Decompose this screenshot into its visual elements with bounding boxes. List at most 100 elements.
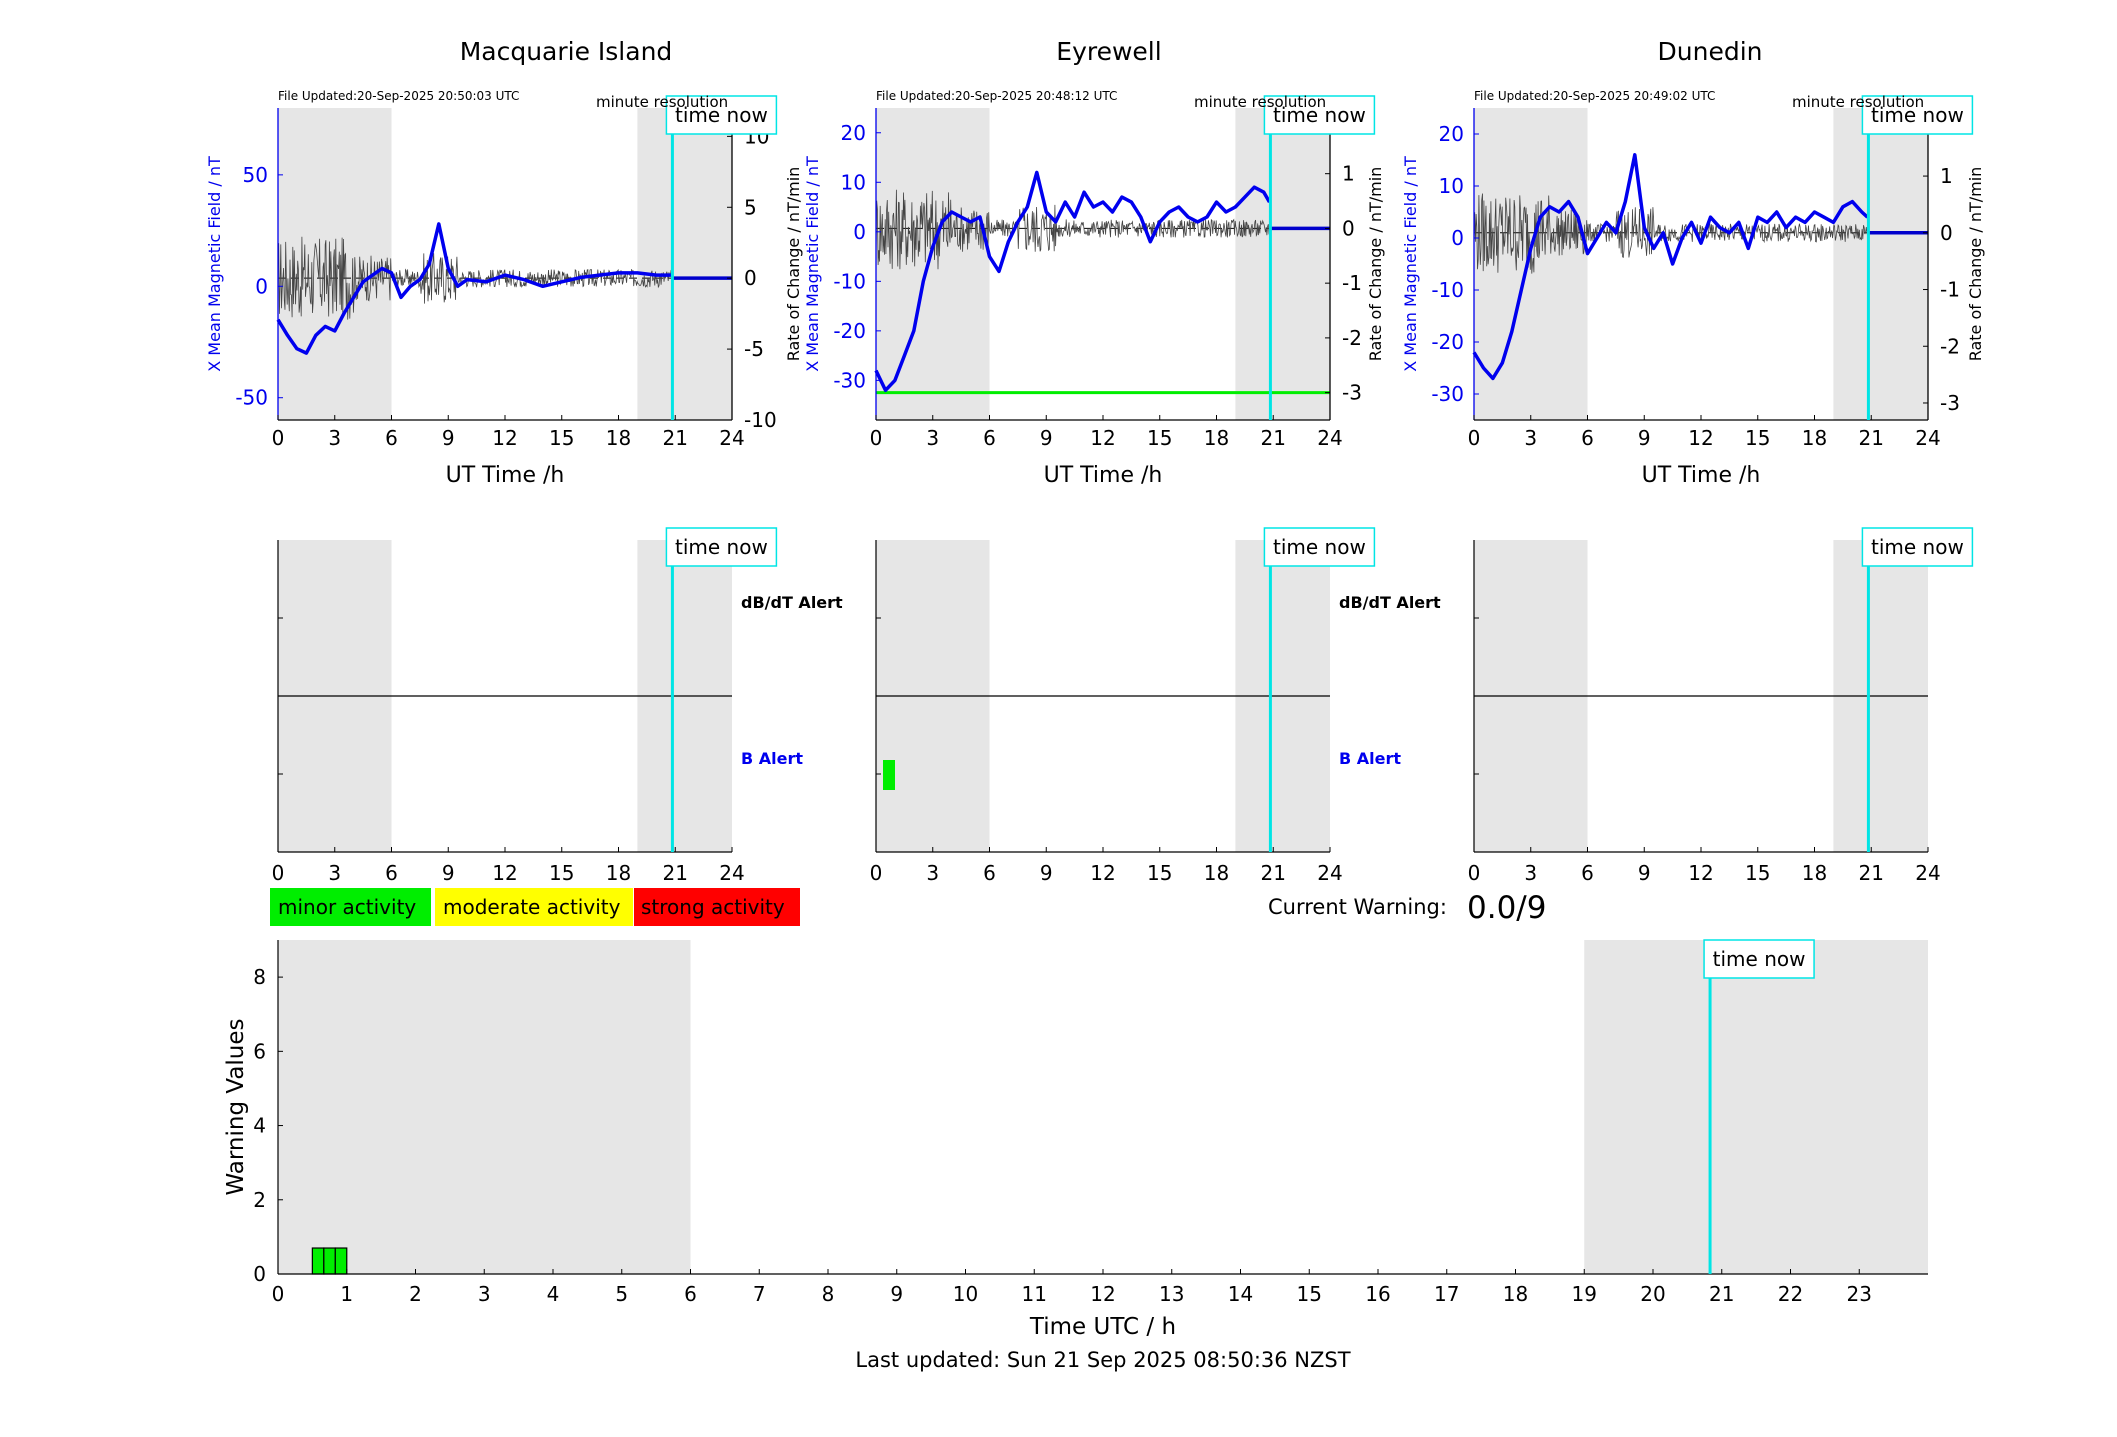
x-tick-label: 16 (1365, 1282, 1390, 1306)
y-right-axis-label-2: Rate of Change / nT/min (1366, 167, 1385, 362)
current-warning-label: Current Warning: (1268, 895, 1447, 919)
alert-panel-eyrewell: 0 3 6 9 12 15 18 21 24 time now dB/dT Alert B Ale… (870, 527, 1441, 885)
y-right-tick-label: -1 (1342, 271, 1362, 295)
time-now-box (665, 95, 778, 135)
resolution-label: minute resolution (1194, 93, 1326, 111)
time-now-box (1703, 939, 1815, 979)
x-tick-label: 3 (478, 1282, 491, 1306)
x-tick-label: 0 (272, 1282, 285, 1306)
warning-plot-area: 0 1 2 3 4 5 6 7 8 9 10 11 12 13 14 15 16 17 18 19 20 21 22 2302… (253, 939, 1928, 1306)
warning-bar (311, 1247, 325, 1275)
time-now-label: time now (675, 535, 768, 559)
resolution-label: minute resolution (1792, 93, 1924, 111)
rate-of-change-series (1473, 193, 1869, 274)
x-tick-label: 12 (1090, 1282, 1115, 1306)
x-tick-label: 18 (1802, 861, 1827, 885)
magnetic-field-series (1472, 153, 1869, 381)
y-left-tick-label: 0 (255, 274, 268, 298)
time-now-label: time now (1273, 103, 1366, 127)
x-tick-label: 9 (1638, 426, 1651, 450)
x-tick-label: 15 (549, 861, 574, 885)
x-tick-label: 22 (1778, 1282, 1803, 1306)
x-tick-label: 18 (1204, 861, 1229, 885)
time-now-label: time now (1871, 535, 1964, 559)
y-right-tick-label: 1 (1342, 162, 1355, 186)
y-left-tick-label: 0 (853, 220, 866, 244)
x-tick-label: 12 (1090, 861, 1115, 885)
y-left-tick-label: -10 (1431, 278, 1464, 302)
time-now-box (1861, 527, 1974, 567)
time-now-box (665, 527, 778, 567)
x-tick-label: 3 (1524, 861, 1537, 885)
x-tick-label: 4 (547, 1282, 560, 1306)
legend-moderate-swatch (435, 888, 633, 926)
x-tick-label: 0 (870, 426, 883, 450)
x-tick-label: 15 (1745, 426, 1770, 450)
y-tick-label: 2 (253, 1188, 266, 1212)
x-tick-label: 6 (684, 1282, 697, 1306)
resolution-label: minute resolution (596, 93, 728, 111)
x-tick-label: 21 (1859, 426, 1884, 450)
x-tick-label: 24 (1915, 426, 1940, 450)
y-left-axis-label: X Mean Magnetic Field / nT (205, 156, 224, 372)
x-tick-label: 6 (983, 861, 996, 885)
x-tick-label: 11 (1022, 1282, 1047, 1306)
x-tick-label: 7 (753, 1282, 766, 1306)
station-title: Dunedin (1658, 37, 1763, 66)
alert-plot-area: 0 3 6 9 12 15 18 21 24 time now (272, 527, 778, 885)
y-right-tick-label: -3 (1940, 391, 1960, 415)
y-right-tick-label: 1 (1940, 164, 1953, 188)
x-tick-label: 15 (1147, 426, 1172, 450)
x-tick-label: 20 (1640, 1282, 1665, 1306)
x-tick-label: 9 (890, 1282, 903, 1306)
x-tick-label: 15 (1147, 861, 1172, 885)
y-left-tick-label: -50 (235, 386, 268, 410)
file-updated-label: File Updated:20-Sep-2025 20:50:03 UTC (278, 89, 519, 103)
x-tick-label: 8 (822, 1282, 835, 1306)
file-updated-label: File Updated:20-Sep-2025 20:48:12 UTC (876, 89, 1117, 103)
x-tick-label: 9 (442, 426, 455, 450)
y-tick-label: 8 (253, 965, 266, 989)
magnetic-field-series (874, 170, 1272, 393)
x-tick-label: 12 (1090, 426, 1115, 450)
y-axis-label: Warning Values (223, 1018, 249, 1195)
x-tick-label: 18 (1802, 426, 1827, 450)
magnetometer-panel-dunedin: 0369121518212420100-10-20-30210-1-2-3tim… (1401, 37, 1985, 488)
x-tick-label: 23 (1847, 1282, 1872, 1306)
legend-minor-label: minor activity (278, 895, 416, 919)
y-right-tick-label: 0 (1940, 221, 1953, 245)
x-tick-label: 6 (1581, 861, 1594, 885)
x-tick-label: 6 (385, 861, 398, 885)
y-left-tick-label: 20 (1439, 122, 1464, 146)
x-tick-label: 10 (953, 1282, 978, 1306)
time-now-label: time now (1871, 103, 1964, 127)
night-shading (1235, 108, 1330, 420)
y-left-tick-label: -20 (1431, 330, 1464, 354)
plot-area: 0369121518212420100-10-20-30210-1-2-3tim… (833, 95, 1376, 450)
y-tick-label: 0 (253, 1262, 266, 1286)
x-tick-label: 18 (1204, 426, 1229, 450)
b-alert-label: B Alert (741, 749, 803, 768)
x-tick-label: 3 (328, 861, 341, 885)
x-axis-label: Time UTC / h (1029, 1314, 1176, 1340)
x-tick-label: 21 (1709, 1282, 1734, 1306)
warning-bar (334, 1247, 348, 1275)
y-right-tick-label: 0 (1342, 216, 1355, 240)
y-left-axis-label: X Mean Magnetic Field / nT (803, 156, 822, 372)
x-tick-label: 21 (1261, 861, 1286, 885)
y-right-tick-label: -2 (1940, 334, 1960, 358)
x-tick-label: 21 (663, 426, 688, 450)
alert-plot-area: 0 3 6 9 12 15 18 21 24 time now (1468, 527, 1974, 885)
x-tick-label: 0 (272, 426, 285, 450)
x-tick-label: 15 (549, 426, 574, 450)
y-right-tick-label: 0 (744, 266, 757, 290)
y-right-tick-label: -2 (1342, 326, 1362, 350)
x-tick-label: 5 (615, 1282, 628, 1306)
time-now-box (1263, 527, 1376, 567)
x-tick-label: 3 (926, 426, 939, 450)
alert-panel-dunedin: 0 3 6 9 12 15 18 21 24 time now (1468, 527, 1974, 885)
x-axis-label: UT Time /h (1044, 463, 1163, 488)
